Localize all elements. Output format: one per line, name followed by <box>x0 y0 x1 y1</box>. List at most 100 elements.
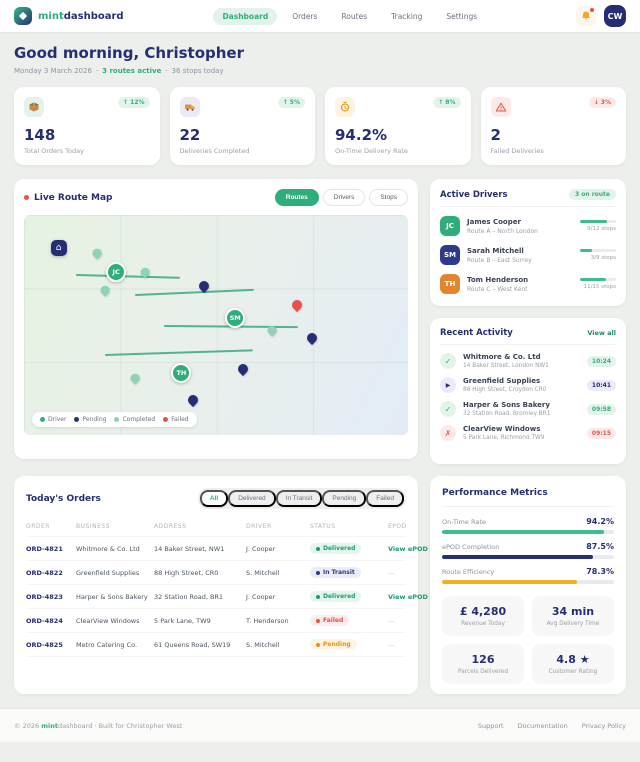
user-avatar[interactable]: CW <box>604 5 626 27</box>
pending-stop-pin[interactable] <box>235 362 250 377</box>
activity-row[interactable]: ▶ Greenfield Supplies 88 High Street, Croy… <box>440 377 616 393</box>
map-toggle-stops[interactable]: Stops <box>369 189 408 206</box>
driver-row[interactable]: SM Sarah Mitchell Route B – East Surrey 3/9… <box>440 245 616 265</box>
brand-logo-icon <box>14 7 32 25</box>
legend-dot-icon <box>74 417 80 422</box>
driver-name: James Cooper <box>467 217 521 226</box>
table-row[interactable]: ORD-4825 Metro Catering Co. 61 Queens Road… <box>26 633 406 657</box>
legend-label: Failed <box>171 416 189 423</box>
order-address: 14 Baker Street, NW1 <box>154 544 225 553</box>
completed-stop-pin[interactable] <box>90 246 104 260</box>
activity-time: 09:58 <box>586 403 616 415</box>
view-epod-link[interactable]: View ePOD <box>388 592 428 601</box>
table-row[interactable]: ORD-4823 Harper & Sons Bakery 32 Station R… <box>26 585 428 609</box>
nav-item-routes[interactable]: Routes <box>341 11 368 21</box>
tile-value: 34 min <box>551 605 595 618</box>
stat-card-1: ↑ 5% 22 Deliveries Completed <box>169 87 315 165</box>
orders-table: ORDER BUSINESS ADDRESS DRIVER STATUS EPOD ORD-… <box>26 519 428 657</box>
footer-link-privacy-policy[interactable]: Privacy Policy <box>581 721 626 730</box>
legend-label: Completed <box>122 416 156 423</box>
separator: · <box>95 67 99 75</box>
timer-icon <box>335 97 355 117</box>
map-toggle-routes[interactable]: Routes <box>274 189 319 206</box>
table-row[interactable]: ORD-4821 Whitmore & Co. Ltd 14 Baker Stree… <box>26 537 428 561</box>
driver-row[interactable]: JC James Cooper Route A – North London 9/12… <box>440 216 616 236</box>
legend-item-driver: Driver <box>40 416 66 423</box>
nav-item-tracking[interactable]: Tracking <box>391 11 423 21</box>
failed-stop-pin[interactable] <box>289 298 304 313</box>
route-map[interactable]: Driver Pending Completed Failed ⌂ JC SM TH <box>24 215 408 435</box>
orders-title: Today's Orders <box>26 493 101 504</box>
driver-row[interactable]: TH Tom Henderson Route C – West Kent 11/15 … <box>440 274 616 294</box>
view-all-link[interactable]: View all <box>587 329 616 337</box>
metric-tiles: £ 4,280 Revenue Today 34 min Avg Delivery T… <box>442 596 614 684</box>
legend-dot-icon <box>114 417 120 422</box>
status-label: Failed <box>323 617 344 624</box>
map-toggle-drivers[interactable]: Drivers <box>322 189 366 206</box>
activity-time: 10:24 <box>586 355 616 367</box>
map-legend: Driver Pending Completed Failed <box>32 412 197 427</box>
metric-tile: 126 Parcels Delivered <box>442 644 524 684</box>
column-header: ORDER <box>26 523 50 530</box>
metric-bar <box>442 555 614 559</box>
activity-row[interactable]: ✗ ClearView Windows 5 Park Lane, Richmond … <box>440 425 616 441</box>
recent-activity-card: Recent Activity View all ✓ Whitmore & Co.… <box>430 318 626 464</box>
metric-value: 94.2% <box>586 517 614 526</box>
order-id: ORD-4822 <box>26 568 63 577</box>
completed-stop-pin[interactable] <box>98 283 111 297</box>
footer-link-support[interactable]: Support <box>477 721 504 730</box>
notifications-button[interactable] <box>576 6 596 26</box>
footer-brand-rest: dashboard <box>57 721 93 730</box>
nav-item-orders[interactable]: Orders <box>292 11 318 21</box>
driver-marker-sm[interactable]: SM <box>225 308 246 329</box>
activity-row[interactable]: ✓ Whitmore & Co. Ltd 14 Baker Street, Lond… <box>440 353 616 369</box>
recent-activity-header: Recent Activity View all <box>440 328 616 345</box>
brand-rest: dashboard <box>63 10 124 22</box>
pending-stop-pin[interactable] <box>304 331 320 346</box>
column-header: EPOD <box>388 523 407 530</box>
page-title: Good morning, Christopher <box>14 44 244 62</box>
activity-time: 10:41 <box>586 379 616 391</box>
activity-address: 88 High Street, Croydon CR0 <box>463 387 547 393</box>
column-header: ADDRESS <box>154 523 187 530</box>
metric-label: Route Efficiency <box>442 568 495 576</box>
separator: · <box>165 67 168 75</box>
filter-in-transit[interactable]: In Transit <box>275 490 323 507</box>
main-content: Live Route Map Routes Drivers Stops Driver… <box>0 165 640 464</box>
table-row[interactable]: ORD-4822 Greenfield Supplies 88 High Stree… <box>26 561 406 585</box>
truck-icon: ▶ <box>440 377 456 393</box>
nav-item-dashboard[interactable]: Dashboard <box>213 7 278 25</box>
completed-stop-pin[interactable] <box>128 371 142 385</box>
driver-marker-jc[interactable]: JC <box>106 262 127 283</box>
filter-delivered[interactable]: Delivered <box>228 490 276 507</box>
footer-link-documentation[interactable]: Documentation <box>517 721 568 730</box>
bell-icon <box>582 11 590 20</box>
trend-badge: ↑ 8% <box>433 97 461 108</box>
nav-item-settings[interactable]: Settings <box>446 11 478 21</box>
table-row[interactable]: ORD-4824 ClearView Windows 5 Park Lane, TW… <box>26 609 406 633</box>
trend-badge: ↑ 5% <box>277 97 305 108</box>
stat-label: On-Time Delivery Rate <box>335 147 408 155</box>
activity-row[interactable]: ✓ Harper & Sons Bakery 32 Station Road, Br… <box>440 401 616 417</box>
check-icon: ✓ <box>440 353 456 369</box>
status-badge: In Transit <box>310 567 361 578</box>
view-epod-link[interactable]: View ePOD <box>388 544 428 553</box>
tile-label: Customer Rating <box>548 669 598 675</box>
order-address: 61 Queens Road, SW19 <box>154 640 231 649</box>
order-business: Harper & Sons Bakery <box>76 592 148 601</box>
order-id: ORD-4824 <box>26 616 63 625</box>
driver-marker-th[interactable]: TH <box>171 363 192 384</box>
notification-badge <box>590 8 594 12</box>
filter-pending[interactable]: Pending <box>322 490 367 507</box>
filter-failed[interactable]: Failed <box>366 490 404 507</box>
main-nav: Dashboard Orders Routes Tracking Settings <box>124 7 576 25</box>
activity-address: 5 Park Lane, Richmond TW9 <box>463 435 545 441</box>
filter-all[interactable]: All <box>199 490 229 507</box>
bottom-content: Today's Orders All Delivered In Transit Pen… <box>0 464 640 694</box>
depot-marker[interactable]: ⌂ <box>50 240 67 256</box>
greeting-date: Monday 3 March 2026 <box>14 67 92 75</box>
tile-value: £ 4,280 <box>459 605 507 618</box>
pending-stop-pin[interactable] <box>185 392 201 408</box>
status-dot-icon <box>316 570 320 575</box>
order-driver: S. Mitchell <box>246 640 280 649</box>
